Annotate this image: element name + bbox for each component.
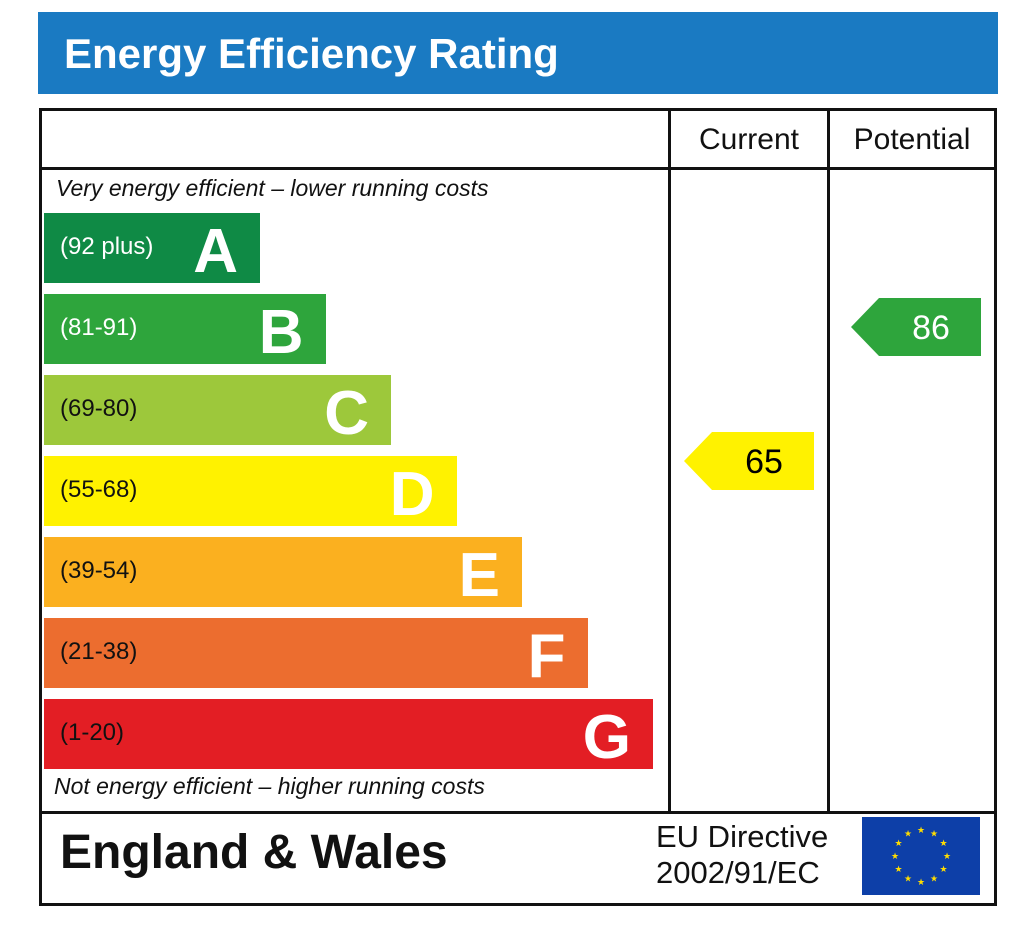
band-range-label: (69-80) xyxy=(60,395,138,422)
potential-marker-shape xyxy=(851,298,981,356)
title-banner: Energy Efficiency Rating xyxy=(38,12,998,94)
band-range-label: (39-54) xyxy=(60,557,138,584)
potential-column-header: Potential xyxy=(853,123,971,156)
chart-title: Energy Efficiency Rating xyxy=(64,30,559,77)
current-rating-marker: 65 xyxy=(684,432,814,490)
potential-column-divider xyxy=(827,111,830,811)
band-f: (21-38) F xyxy=(44,618,588,691)
eu-star-icon: ★ xyxy=(939,864,947,874)
band-letter: A xyxy=(193,217,238,286)
current-rating-value: 65 xyxy=(745,443,783,481)
band-g: (1-20) G xyxy=(44,699,653,772)
band-letter: C xyxy=(324,379,369,448)
band-range-label: (92 plus) xyxy=(60,233,154,260)
eu-star-icon: ★ xyxy=(904,828,912,838)
eu-star-icon: ★ xyxy=(930,874,938,884)
top-note: Very energy efficient – lower running co… xyxy=(56,175,489,201)
bottom-note: Not energy efficient – higher running co… xyxy=(54,773,485,799)
eu-directive-line2: 2002/91/EC xyxy=(656,855,820,890)
header-row-divider xyxy=(42,167,994,170)
current-column-header: Current xyxy=(698,123,800,156)
band-range-label: (1-20) xyxy=(60,719,125,746)
band-d: (55-68) D xyxy=(44,456,457,529)
band-b: (81-91) B xyxy=(44,294,326,367)
current-marker-shape xyxy=(684,432,814,490)
eu-directive-line1: EU Directive xyxy=(656,819,829,854)
eu-star-icon: ★ xyxy=(930,828,938,838)
eu-star-icon: ★ xyxy=(891,851,899,861)
footer-divider xyxy=(42,811,994,814)
potential-marker-arrow xyxy=(851,298,981,356)
band-letter: G xyxy=(582,703,631,772)
band-letter: B xyxy=(258,298,304,367)
eu-star-icon: ★ xyxy=(917,825,925,835)
eu-directive: EU Directive 2002/91/EC xyxy=(656,819,828,891)
band-c: (69-80) C xyxy=(44,375,391,448)
eu-star-icon: ★ xyxy=(917,877,925,887)
eu-star-icon: ★ xyxy=(939,838,947,848)
band-letter: D xyxy=(389,460,435,529)
band-a: (92 plus) A xyxy=(44,213,260,286)
band-range-label: (55-68) xyxy=(60,476,138,503)
eu-flag-icon: ★ ★ ★ ★ ★ ★ ★ ★ ★ ★ ★ ★ xyxy=(862,817,980,895)
rating-table: Current Potential Very energy efficient … xyxy=(39,108,997,906)
band-range-label: (81-91) xyxy=(60,314,138,341)
country-label: England & Wales xyxy=(60,826,448,879)
band-range-label: (21-38) xyxy=(60,638,138,665)
current-marker-arrow xyxy=(684,432,814,490)
eu-star-icon: ★ xyxy=(894,838,902,848)
band-letter: F xyxy=(527,622,566,691)
band-e: (39-54) E xyxy=(44,537,522,610)
eu-star-icon: ★ xyxy=(943,851,951,861)
potential-rating-value: 86 xyxy=(912,309,950,347)
potential-rating-marker: 86 xyxy=(851,298,981,356)
band-letter: E xyxy=(458,541,500,610)
eu-star-icon: ★ xyxy=(894,864,902,874)
current-column-divider xyxy=(668,111,671,811)
eu-star-icon: ★ xyxy=(904,874,912,884)
